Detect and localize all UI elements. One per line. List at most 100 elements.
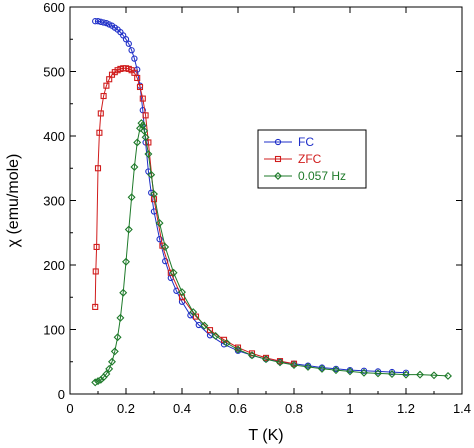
data-point [124,225,133,234]
data-point [402,370,410,379]
data-point [100,19,107,26]
data-point [430,371,438,380]
data-point [444,371,452,380]
data-point [200,321,209,330]
data-point [276,358,284,367]
data-point [140,126,149,135]
data-point [388,368,396,376]
legend-entry: ZFC [264,152,322,166]
data-point [222,339,231,348]
data-point [374,369,382,378]
data-point [248,351,256,360]
data-point [145,139,152,146]
x-tick-label: 1 [346,401,353,416]
data-point [92,268,99,275]
x-tick-label: 0.8 [285,401,303,416]
data-point [127,193,136,202]
data-point [136,83,144,91]
data-point [134,74,141,81]
data-point [97,18,104,25]
y-tick-label: 100 [43,323,65,338]
data-point [91,378,100,387]
legend-entry: FC [264,135,314,149]
x-tick-label: 0.6 [229,401,247,416]
y-tick-label: 200 [43,258,65,273]
data-point [262,355,270,364]
data-point [147,170,156,179]
data-point [360,367,368,374]
data-point [169,268,178,277]
data-point [97,110,104,117]
data-point [178,288,186,297]
legend: FC ZFC 0.057 Hz [257,129,367,189]
x-tick-label: 1.2 [397,401,415,416]
data-point [122,36,130,43]
data-point [131,55,138,62]
legend-label: ZFC [298,152,322,166]
data-point [100,92,107,100]
data-point [402,369,410,376]
data-point [94,18,102,25]
data-point [360,368,368,377]
y-tick-label: 400 [43,129,65,144]
data-point [374,368,382,375]
data-point [150,190,158,199]
data-point [137,119,146,128]
data-point [416,370,424,379]
data-point [113,333,122,342]
data-point [141,133,150,142]
series-2 [91,119,452,387]
data-point [156,236,163,243]
data-point [133,138,142,147]
data-point [162,257,169,265]
data-point [155,219,164,228]
data-point [211,331,220,340]
data-point [108,357,116,366]
data-point [94,377,102,386]
data-point [122,257,130,266]
data-point [96,375,105,384]
legend-marker [274,138,282,146]
legend-entry: 0.057 Hz [264,169,346,183]
y-axis-label: χ (emu/mole) [5,154,22,248]
data-point [192,313,200,320]
data-point [234,345,242,354]
data-point [248,350,256,357]
y-tick-label: 0 [58,387,65,402]
data-point [346,367,354,376]
data-point [125,40,132,47]
data-point [388,370,396,378]
data-point [178,298,186,305]
data-point [142,112,149,119]
data-point [161,242,170,251]
x-tick-label: 0.2 [117,401,135,416]
data-point [139,95,146,102]
x-tick-label: 0 [66,401,73,416]
data-point [128,47,135,54]
x-tick-label: 0.4 [173,401,191,416]
legend-label: 0.057 Hz [298,169,346,183]
data-point [332,366,340,375]
data-point [92,303,99,310]
data-point [136,124,144,133]
data-point [304,362,312,371]
data-point [102,370,111,378]
x-axis-label: T (K) [248,427,283,444]
data-point [189,308,198,317]
data-point [290,360,298,369]
y-tick-label: 500 [43,65,65,80]
data-point [93,243,100,250]
axis-ticks: 0 0.2 0.4 0.6 0.8 1 1.2 1.4 0 100 200 300 400 500 600 [43,0,471,416]
data-point [103,82,110,89]
data-point [105,364,114,373]
plot-area [91,18,452,387]
data-point [96,129,103,136]
data-point [144,150,153,159]
data-point [318,364,326,373]
data-point [130,162,139,171]
legend-label: FC [298,135,314,149]
y-tick-label: 300 [43,194,65,209]
legend-marker [274,172,282,180]
